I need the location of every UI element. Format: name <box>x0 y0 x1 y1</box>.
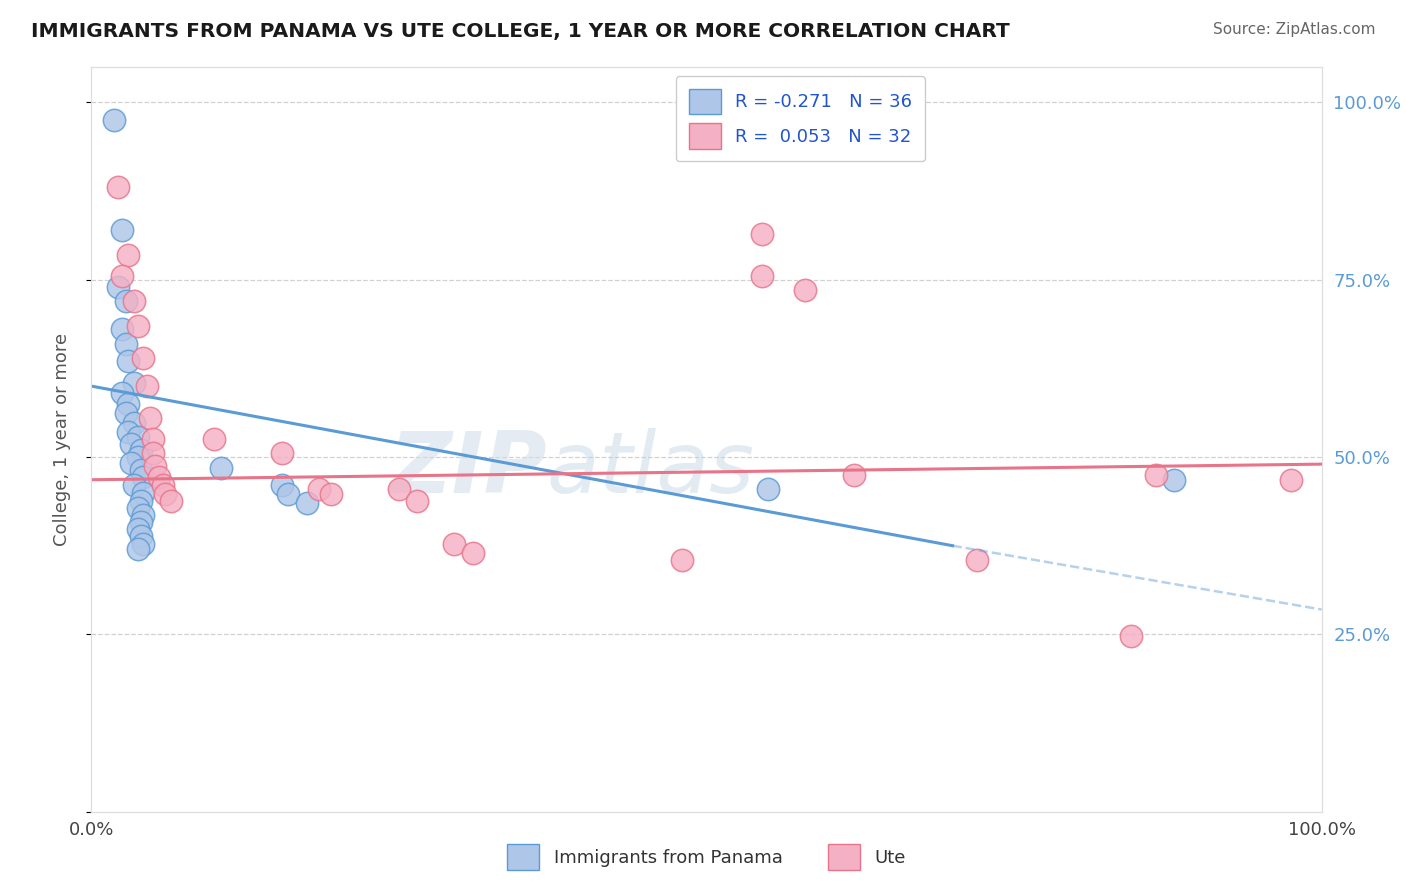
Text: IMMIGRANTS FROM PANAMA VS UTE COLLEGE, 1 YEAR OR MORE CORRELATION CHART: IMMIGRANTS FROM PANAMA VS UTE COLLEGE, 1… <box>31 22 1010 41</box>
Point <box>202 433 225 447</box>
Point <box>132 508 155 523</box>
Point <box>111 386 134 401</box>
Point <box>124 478 146 492</box>
Point <box>388 482 411 496</box>
Point <box>132 536 155 550</box>
Point <box>107 180 129 194</box>
Point <box>153 487 177 501</box>
Point <box>209 460 232 475</box>
Point <box>129 442 152 457</box>
Point <box>111 223 134 237</box>
Point <box>117 354 139 368</box>
Text: Source: ZipAtlas.com: Source: ZipAtlas.com <box>1212 22 1375 37</box>
Point <box>751 269 773 284</box>
Point <box>107 280 129 294</box>
Point <box>142 433 165 447</box>
Point <box>148 470 170 484</box>
Point <box>756 482 779 496</box>
Point <box>114 336 138 351</box>
Point <box>127 318 149 333</box>
Point <box>124 293 146 308</box>
Point <box>132 470 155 484</box>
Point <box>145 458 166 473</box>
Point <box>793 284 815 298</box>
Text: ZIP: ZIP <box>389 427 547 510</box>
Point <box>671 553 693 567</box>
Y-axis label: College, 1 year or more: College, 1 year or more <box>52 333 70 546</box>
Point <box>124 416 146 430</box>
Point <box>127 522 149 536</box>
Point <box>111 322 134 336</box>
Point <box>160 494 183 508</box>
Point <box>271 478 294 492</box>
Point <box>1144 467 1167 482</box>
Point <box>120 437 142 451</box>
Point <box>132 485 155 500</box>
Point <box>117 397 139 411</box>
Point <box>152 478 174 492</box>
Text: atlas: atlas <box>547 427 755 510</box>
Point <box>120 456 142 470</box>
Point <box>103 113 125 128</box>
Point <box>295 496 318 510</box>
Point <box>127 430 149 444</box>
Point <box>124 376 146 390</box>
Point <box>117 425 139 440</box>
Point <box>114 293 138 308</box>
Point <box>129 529 152 543</box>
Point <box>308 482 330 496</box>
Point <box>1163 473 1185 487</box>
Point <box>129 516 152 530</box>
Point <box>127 542 149 557</box>
Point <box>321 487 343 501</box>
Point <box>461 546 484 560</box>
Point <box>1279 473 1302 487</box>
Point <box>751 227 773 241</box>
Point <box>271 446 294 460</box>
Point <box>127 450 149 464</box>
Point <box>406 494 429 508</box>
Point <box>142 446 165 460</box>
Point <box>842 467 865 482</box>
Point <box>129 463 152 477</box>
Point <box>1119 629 1142 643</box>
Point <box>135 379 157 393</box>
Point <box>111 269 134 284</box>
Point <box>443 536 465 550</box>
Legend: Immigrants from Panama, Ute: Immigrants from Panama, Ute <box>499 838 914 877</box>
Point <box>139 411 162 425</box>
Point <box>129 494 152 508</box>
Point <box>117 248 139 262</box>
Point <box>127 501 149 516</box>
Point <box>277 487 299 501</box>
Point <box>966 553 988 567</box>
Point <box>114 406 138 420</box>
Point <box>132 351 155 365</box>
